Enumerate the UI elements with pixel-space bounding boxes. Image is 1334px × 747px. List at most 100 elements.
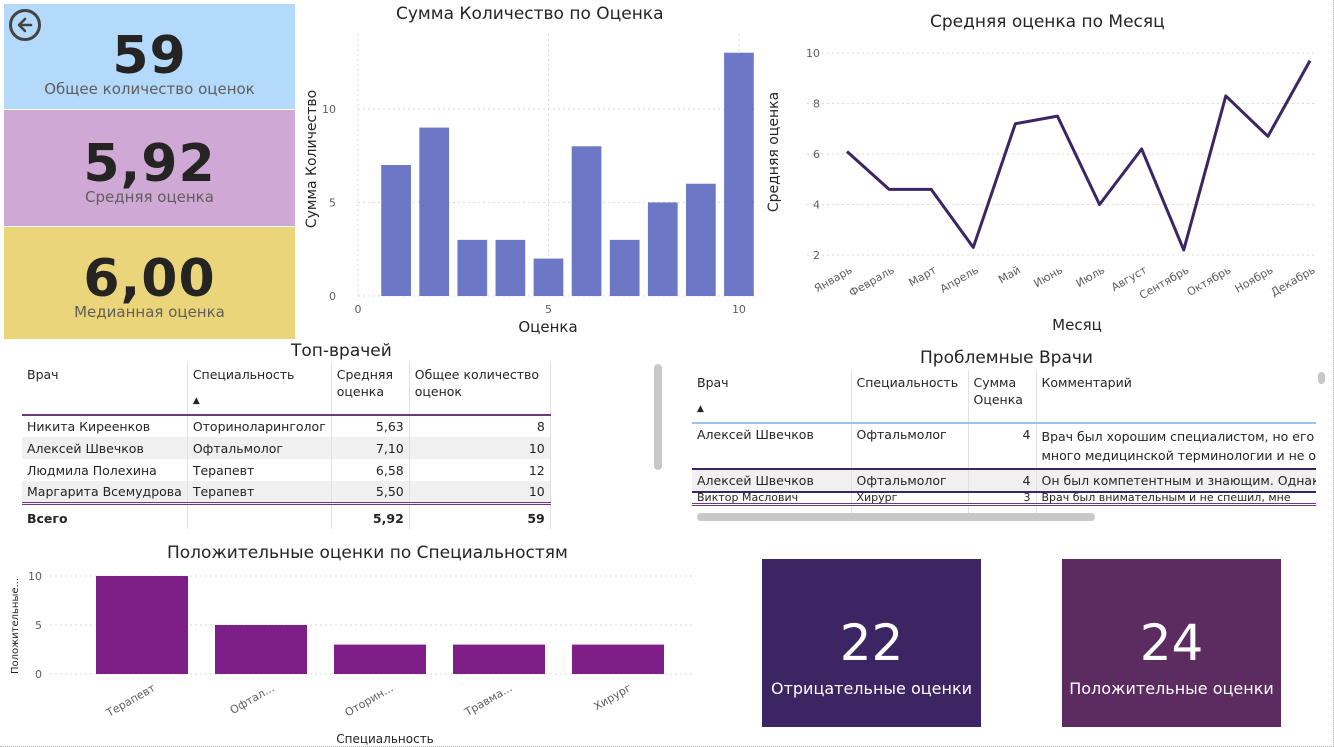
col-comment[interactable]: Комментарий [1036,370,1316,423]
cell-specialty: Офтальмолог [187,437,332,459]
cell-count: 12 [409,459,551,481]
back-arrow-icon[interactable] [9,9,41,41]
table-row[interactable]: Алексей Швечков Офтальмолог 7,10 10 [22,437,551,459]
cell-comment: Он был компетентным и знающим. Однако [1036,469,1316,492]
kpi-avg-rating-label: Средняя оценка [85,188,214,206]
table-row[interactable]: Виктор Маслович Хирург 3 Врач был внимат… [692,492,1316,505]
x-tick-label: Март [907,263,940,289]
bar [381,165,411,296]
total-specialty [851,503,969,516]
x-axis-label: Специальность [336,732,434,746]
col-avg-rating[interactable]: Средняя оценка [331,362,410,415]
cell-doctor: Людмила Полехина [22,459,188,481]
table-row[interactable]: Алексей Швечков Офтальмолог 4 Он был ком… [692,469,1316,492]
cell-count: 10 [409,437,551,459]
table-row[interactable]: Никита Киреенков Оториноларинголог 5,63 … [22,415,551,437]
kpi-total-count[interactable]: 59 Общее количество оценок [4,4,295,109]
top-doctors-scrollbar[interactable] [654,364,662,470]
col-sum-rating[interactable]: Сумма Оценка [968,370,1037,423]
total-avg: 5,92 [331,502,410,529]
series-line [845,59,1312,252]
x-tick-label: Июнь [1031,263,1064,290]
y-tick-label: 6 [813,148,820,161]
cell-sum: 3 [968,492,1037,505]
chart-positive-by-specialty[interactable]: 0 5 10 Терапевт Офтал... Оторин... Травма... Хи… [4,564,704,746]
card-positive-ratings[interactable]: 24 Положительные оценки [1062,559,1281,727]
bar [419,127,450,296]
x-tick-label: Ноябрь [1233,263,1276,295]
y-tick-label: 10 [28,570,42,583]
col-doctor[interactable]: Врач [22,362,188,415]
x-tick-label: Февраль [847,263,897,299]
kpi-avg-rating[interactable]: 5,92 Средняя оценка [4,110,295,226]
y-tick-label: 10 [806,47,820,60]
col-specialty[interactable]: Специальность ▲ [187,362,332,415]
cell-specialty: Офтальмолог [851,423,969,469]
card-negative-value: 22 [839,614,904,672]
col-doctor[interactable]: Врач ▲ [692,370,852,423]
x-tick-label: Травма... [462,681,515,719]
top-doctors-table[interactable]: Врач Специальность ▲ Средняя оценка Общее… [22,362,551,529]
cell-avg: 5,63 [331,415,410,437]
y-tick-label: 0 [35,668,42,681]
cell-specialty: Терапевт [187,459,332,481]
problem-doctors-table[interactable]: Врач ▲ Специальность Сумма Оценка Коммент… [692,370,1316,516]
card-positive-label: Положительные оценки [1069,679,1274,698]
bar [96,576,188,674]
bar [724,52,754,296]
x-tick-label: Июль [1074,263,1107,290]
kpi-avg-rating-value: 5,92 [83,134,216,194]
cell-sum: 4 [968,469,1037,492]
bar [572,644,664,674]
x-tick-label: Хирург [592,681,634,713]
total-count: 59 [409,502,551,529]
y-tick-label: 4 [813,199,820,212]
table-row[interactable]: Маргарита Всемудрова Терапевт 5,50 10 [22,481,551,504]
problem-doctors-h-scrollbar[interactable] [697,513,1095,521]
cell-avg: 5,50 [331,481,410,504]
x-axis-label: Месяц [1052,316,1102,334]
cell-count: 8 [409,415,551,437]
kpi-median-rating[interactable]: 6,00 Медианная оценка [4,227,295,339]
kpi-total-count-label: Общее количество оценок [44,80,255,98]
bar [686,183,716,296]
y-tick-label: 5 [329,196,336,209]
cell-avg: 7,10 [331,437,410,459]
cell-specialty: Хирург [851,492,969,505]
y-tick-label: 2 [813,249,820,262]
total-comment [1036,503,1316,516]
y-tick-label: 5 [35,619,42,632]
chart-count-by-rating[interactable]: 0 5 10 0 5 10 Оценка Сумма Количество [298,26,768,340]
kpi-median-rating-value: 6,00 [83,249,216,309]
x-tick-label: Декабрь [1269,263,1318,299]
cell-specialty: Офтальмолог [851,469,969,492]
cell-doctor: Никита Киреенков [22,415,188,437]
cell-doctor: Алексей Швечков [22,437,188,459]
table-row[interactable]: Людмила Полехина Терапевт 6,58 12 [22,459,551,481]
y-tick-label: 0 [329,290,336,303]
bar [453,644,545,674]
table-row[interactable]: Алексей Швечков Офтальмолог 4 Врач был х… [692,423,1316,469]
chart-rating-title: Сумма Количество по Оценка [396,4,664,24]
card-negative-ratings[interactable]: 22 Отрицательные оценки [762,559,981,727]
bar [457,239,488,296]
bar [495,239,526,296]
cell-specialty: Оториноларинголог [187,415,332,437]
x-tick-label: Апрель [938,263,981,295]
x-tick-label: 0 [355,303,362,316]
problem-doctors-v-scrollbar[interactable] [1318,372,1325,384]
y-axis-label: Положительные... [10,578,21,674]
cell-avg: 6,58 [331,459,410,481]
bar [215,625,307,674]
cell-comment: Врач был внимательным и не спешил, мне [1036,492,1316,505]
problem-doctors-title: Проблемные Врачи [920,348,1093,368]
bar [609,239,640,296]
col-specialty[interactable]: Специальность [851,370,969,423]
cell-doctor: Виктор Маслович [692,492,852,505]
col-total-ratings[interactable]: Общее количество оценок [409,362,551,415]
cell-doctor: Алексей Швечков [692,423,852,469]
y-tick-label: 10 [322,103,336,116]
chart-month-title: Средняя оценка по Месяц [930,12,1165,32]
